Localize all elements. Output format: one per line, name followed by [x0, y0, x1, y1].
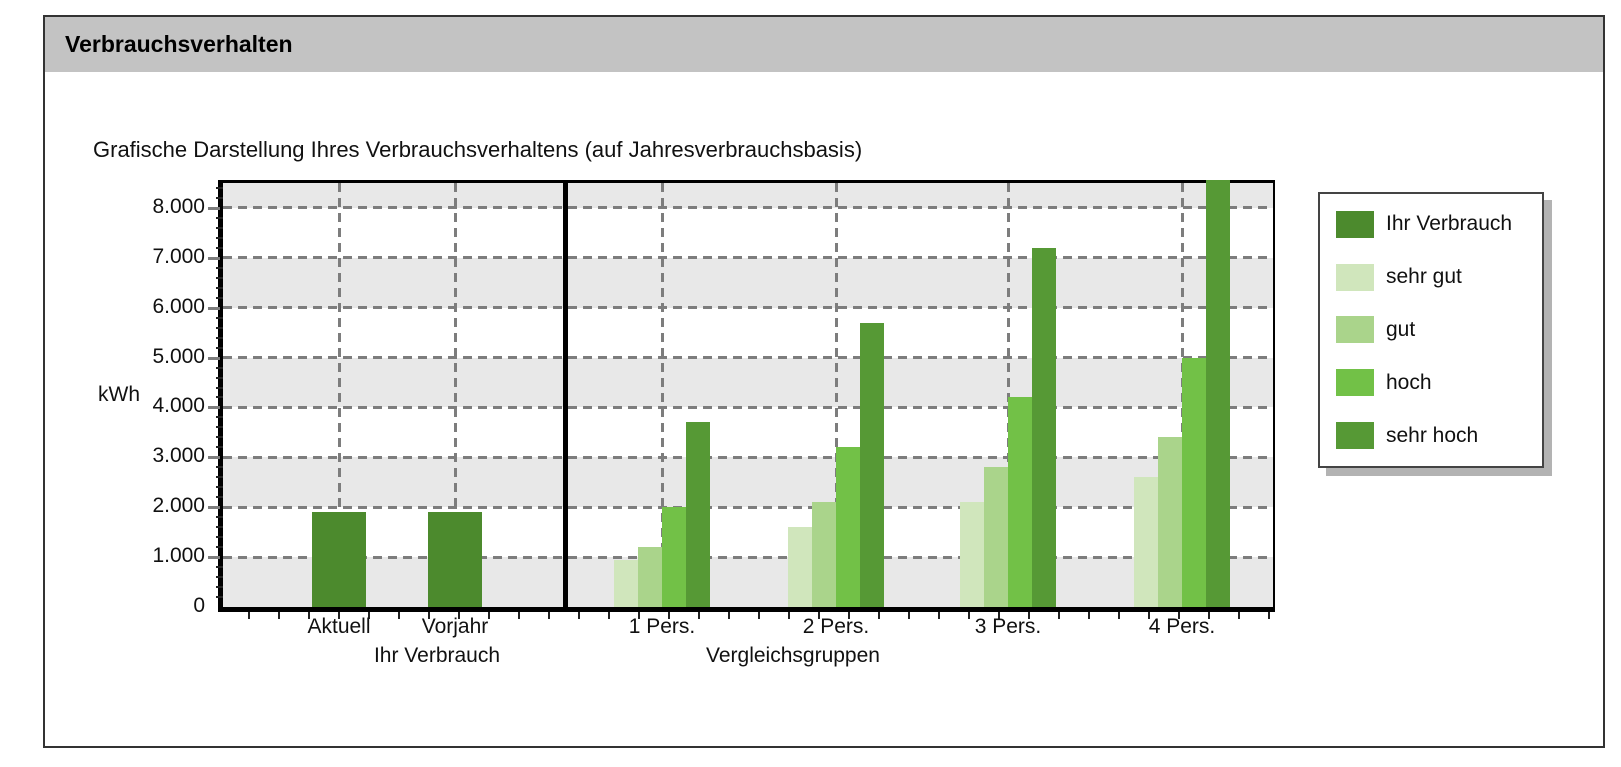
report-window: Verbrauchsverhalten Grafische Darstellun…	[43, 15, 1605, 748]
window-title: Verbrauchsverhalten	[65, 31, 293, 57]
chart-title: Grafische Darstellung Ihres Verbrauchsve…	[93, 137, 863, 162]
titlebar: Verbrauchsverhalten	[45, 17, 1603, 72]
